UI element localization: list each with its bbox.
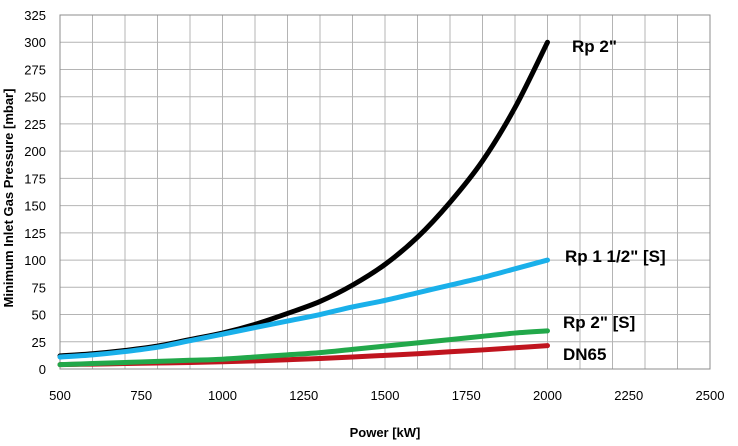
series-line-2 xyxy=(57,328,550,368)
y-axis-title: Minimum Inlet Gas Pressure [mbar] xyxy=(1,89,16,308)
series-group xyxy=(57,39,550,368)
y-tick-label: 275 xyxy=(24,62,46,77)
y-tick-label: 225 xyxy=(24,117,46,132)
y-tick-label: 150 xyxy=(24,199,46,214)
x-axis-title: Power [kW] xyxy=(350,425,421,440)
x-axis-ticks: 500 750 1000 1250 1500 1750 2000 2250 2500 xyxy=(49,388,724,403)
y-tick-label: 100 xyxy=(24,253,46,268)
x-tick-label: 2500 xyxy=(696,388,725,403)
y-tick-label: 200 xyxy=(24,144,46,159)
x-tick-label: 750 xyxy=(130,388,152,403)
series-label-dn65: DN65 xyxy=(563,345,606,364)
series-label-rp-1-1-2-s: Rp 1 1/2" [S] xyxy=(565,247,666,266)
y-tick-label: 125 xyxy=(24,226,46,241)
y-tick-label: 175 xyxy=(24,171,46,186)
series-line-0 xyxy=(57,39,550,359)
x-tick-label: 500 xyxy=(49,388,71,403)
y-tick-label: 250 xyxy=(24,90,46,105)
y-tick-label: 325 xyxy=(24,8,46,23)
y-tick-label: 75 xyxy=(32,280,46,295)
y-tick-label: 0 xyxy=(39,362,46,377)
x-tick-label: 2000 xyxy=(533,388,562,403)
series-label-rp-2: Rp 2" xyxy=(572,37,617,56)
x-tick-label: 2250 xyxy=(614,388,643,403)
x-tick-label: 1750 xyxy=(452,388,481,403)
x-tick-label: 1250 xyxy=(289,388,318,403)
series-label-rp-2-s: Rp 2" [S] xyxy=(563,313,635,332)
plot-frame xyxy=(59,14,711,370)
y-tick-label: 300 xyxy=(24,35,46,50)
y-axis-ticks: 0 25 50 75 100 125 150 175 200 225 250 275 300 325 xyxy=(24,8,46,377)
x-tick-label: 1000 xyxy=(208,388,237,403)
grid xyxy=(60,15,710,369)
y-tick-label: 25 xyxy=(32,335,46,350)
x-tick-label: 1500 xyxy=(371,388,400,403)
series-line-1 xyxy=(57,257,550,360)
y-tick-label: 50 xyxy=(32,308,46,323)
